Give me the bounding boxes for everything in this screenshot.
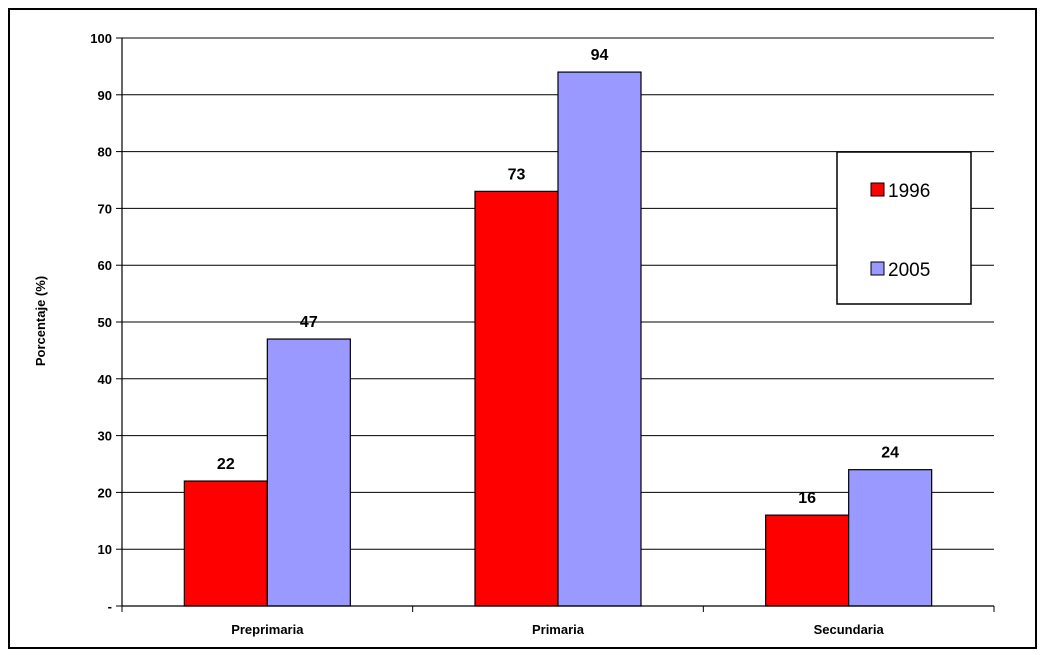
y-tick-label: 100 <box>90 31 112 46</box>
labels: - 10 20 30 40 50 60 70 80 90 100 22 47 Preprimaria 73 9… <box>90 31 899 637</box>
legend-box <box>836 151 972 305</box>
y-axis-title: Porcentaje (%) <box>33 276 48 366</box>
y-tick-label: 10 <box>98 542 112 557</box>
legend: 1996 2005 <box>836 151 972 305</box>
y-tick-label: 90 <box>98 88 112 103</box>
data-label: 24 <box>881 445 899 462</box>
bar-secundaria-2005 <box>848 469 933 607</box>
y-tick-label: - <box>108 599 112 614</box>
y-tick-label: 30 <box>98 429 112 444</box>
bar-secundaria-1996 <box>765 514 850 607</box>
data-label: 73 <box>508 166 526 183</box>
x-tick-label: Primaria <box>532 622 585 637</box>
data-label: 16 <box>798 490 816 507</box>
data-label: 47 <box>300 314 318 331</box>
data-label: 94 <box>591 47 609 64</box>
y-tick-label: 20 <box>98 485 112 500</box>
bar-preprimaria-1996 <box>183 480 268 607</box>
axes <box>116 37 995 612</box>
bar-primaria-2005 <box>557 71 642 607</box>
x-tick-label: Secundaria <box>814 622 885 637</box>
y-tick-label: 80 <box>98 145 112 160</box>
data-label: 22 <box>217 456 235 473</box>
bar-preprimaria-2005 <box>266 338 351 607</box>
legend-swatch-2005 <box>870 261 885 276</box>
bar-primaria-1996 <box>474 190 559 607</box>
legend-swatch-1996 <box>870 182 885 197</box>
y-tick-label: 60 <box>98 258 112 273</box>
legend-label-2005: 2005 <box>888 260 930 281</box>
y-tick-label: 50 <box>98 315 112 330</box>
legend-label-1996: 1996 <box>888 181 930 202</box>
bars <box>183 71 933 607</box>
x-tick-label: Preprimaria <box>231 622 304 637</box>
y-tick-label: 70 <box>98 201 112 216</box>
y-tick-label: 40 <box>98 372 112 387</box>
